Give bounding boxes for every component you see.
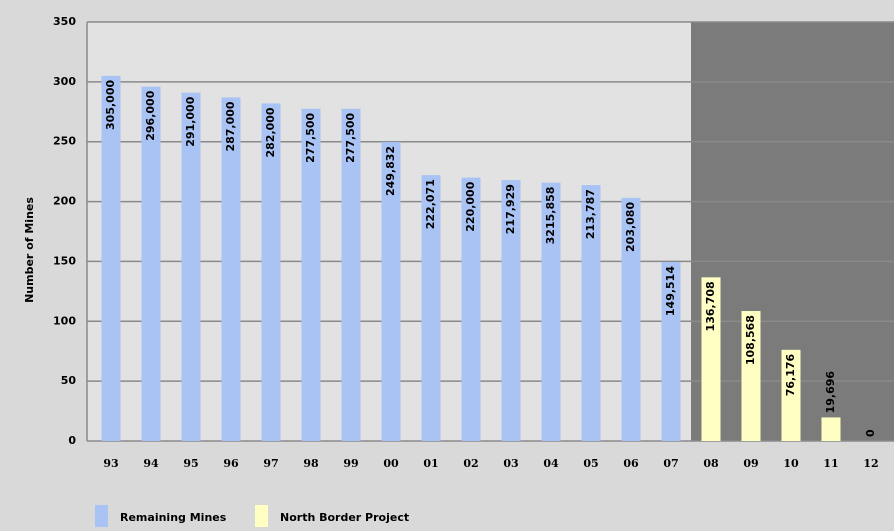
value-label: 287,000 [224,101,237,151]
value-label: 220,000 [464,181,477,231]
bar [421,175,441,441]
x-tick-label: 96 [223,457,239,470]
value-label: 108,568 [744,315,757,365]
value-label: 291,000 [184,96,197,146]
y-tick-label: 100 [53,314,76,327]
x-tick-label: 10 [783,457,799,470]
x-tick-label: 94 [143,457,159,470]
y-tick-label: 50 [61,374,77,387]
value-label: 149,514 [664,266,677,316]
y-axis-title: Number of Mines [23,197,36,303]
legend-label: Remaining Mines [120,511,227,524]
x-tick-label: 12 [863,457,878,470]
value-label: 76,176 [784,353,797,396]
x-tick-label: 11 [823,457,838,470]
value-label: 277,500 [344,112,357,162]
value-label: 249,832 [384,146,397,196]
legend-swatch [255,505,268,527]
bar [101,75,121,441]
bar [621,197,641,441]
value-label: 136,708 [704,281,717,331]
x-tick-label: 09 [743,457,758,470]
bar [181,92,201,441]
bar [781,349,801,441]
bar [341,108,361,442]
bar [461,177,481,441]
legend-label: North Border Project [280,511,409,524]
x-tick-label: 05 [583,457,598,470]
x-tick-label: 07 [663,457,678,470]
bar [501,180,521,441]
bar [301,108,321,442]
x-tick-label: 97 [263,457,278,470]
bar [821,417,841,441]
legend-swatch [95,505,108,527]
value-label: 282,000 [264,107,277,157]
bar [381,141,401,441]
bar [741,311,761,441]
x-tick-label: 95 [183,457,198,470]
value-label: 203,080 [624,202,637,252]
bar [141,86,161,441]
bar [701,277,721,441]
x-tick-label: 03 [503,457,518,470]
x-tick-label: 93 [103,457,118,470]
bar [661,262,681,441]
value-label: 296,000 [144,90,157,140]
value-label: 217,929 [504,184,517,234]
x-tick-label: 02 [463,457,478,470]
bar [261,103,281,442]
x-tick-label: 04 [543,457,559,470]
bar [221,97,241,442]
x-tick-label: 98 [303,457,319,470]
y-tick-label: 200 [53,195,76,208]
y-tick-label: 150 [53,254,76,267]
y-tick-label: 250 [53,135,76,148]
value-label: 3215,858 [544,187,557,245]
y-tick-label: 0 [68,434,76,447]
y-tick-label: 300 [53,75,76,88]
x-tick-label: 00 [383,457,399,470]
x-tick-label: 08 [703,457,719,470]
bar [581,185,601,441]
y-tick-label: 350 [53,15,76,28]
x-tick-label: 06 [623,457,639,470]
value-label: 305,000 [104,80,117,130]
value-label: 0 [864,429,877,437]
value-label: 19,696 [824,371,837,414]
x-tick-label: 01 [423,457,438,470]
value-label: 213,787 [584,189,597,239]
value-label: 277,500 [304,112,317,162]
bar [541,182,561,441]
value-label: 222,071 [424,179,437,229]
x-tick-label: 99 [343,457,358,470]
